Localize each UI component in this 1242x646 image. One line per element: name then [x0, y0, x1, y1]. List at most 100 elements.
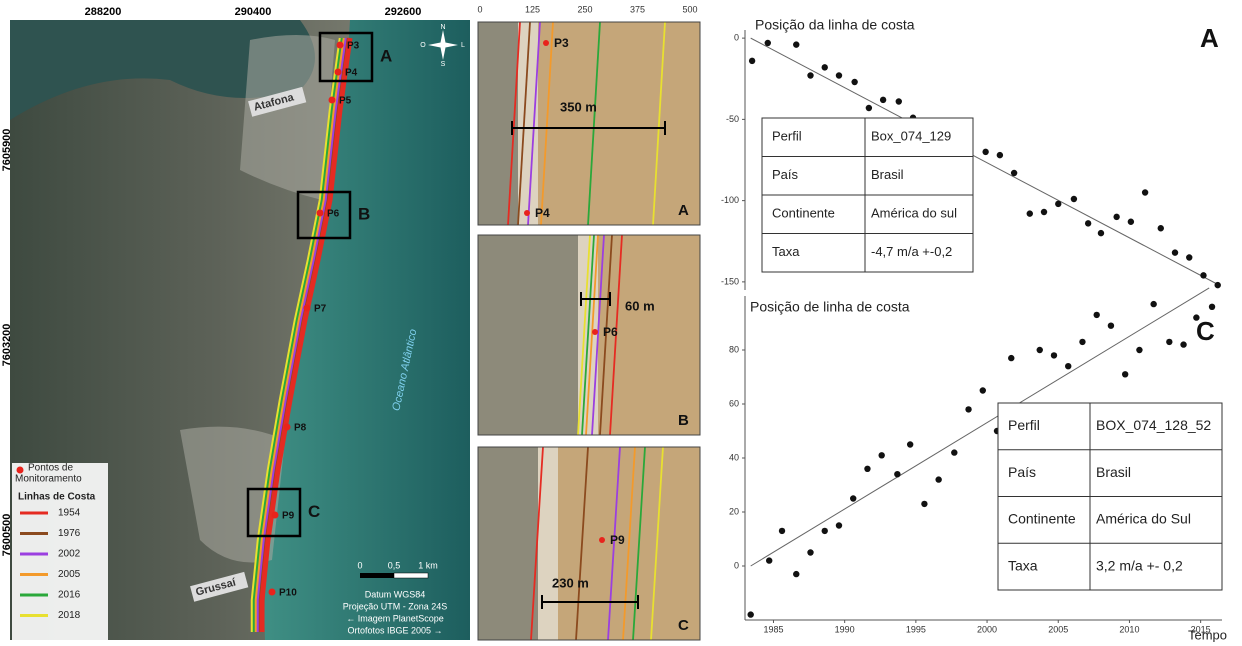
- scatter-point: [1027, 210, 1033, 216]
- compass-label: N: [440, 24, 445, 31]
- inset-letter: B: [678, 412, 689, 429]
- scatter-point: [747, 611, 753, 617]
- legend-text: Pontos de: [28, 463, 73, 474]
- table-cell: País: [1008, 464, 1036, 480]
- inset-tick: 250: [577, 4, 592, 14]
- y-tick-label: 0: [734, 33, 739, 43]
- scatter-point: [836, 72, 842, 78]
- inset-point: [524, 210, 530, 216]
- y-tick-label: 80: [729, 344, 739, 354]
- scatter-point: [807, 72, 813, 78]
- inset-tick: 500: [682, 4, 697, 14]
- credit: ← Imagem PlanetScope: [346, 613, 444, 623]
- legend-text: 2016: [58, 590, 81, 601]
- compass-label: L: [461, 42, 465, 49]
- inset-point-label: P6: [603, 325, 618, 339]
- scatter-point: [1079, 339, 1085, 345]
- monitoring-point: [337, 42, 344, 49]
- scatter-point: [878, 452, 884, 458]
- point-label: P3: [347, 41, 360, 52]
- credit: Ortofotos IBGE 2005 →: [347, 625, 442, 635]
- table-cell: Perfil: [772, 129, 802, 144]
- scatter-point: [907, 441, 913, 447]
- table-cell: -4,7 m/a +-0,2: [871, 244, 952, 259]
- x-coord: 292600: [385, 6, 422, 18]
- inset-tick: 0: [477, 4, 482, 14]
- monitoring-point: [329, 97, 336, 104]
- chart-title: Posição de linha de costa: [750, 299, 910, 315]
- x-coord: 288200: [85, 6, 122, 18]
- scatter-point: [980, 387, 986, 393]
- legend-text: 1976: [58, 528, 81, 539]
- y-tick-label: -100: [721, 195, 739, 205]
- scatter-point: [1166, 339, 1172, 345]
- x-axis-label: Tempo: [1188, 627, 1227, 642]
- table-cell: Perfil: [1008, 417, 1040, 433]
- scatter-point: [1093, 312, 1099, 318]
- scatter-point: [1065, 363, 1071, 369]
- scatter-point: [1008, 355, 1014, 361]
- scatter-point: [1172, 249, 1178, 255]
- x-tick-label: 1985: [763, 624, 783, 634]
- inset-distance: 230 m: [552, 575, 589, 590]
- scatter-point: [1011, 170, 1017, 176]
- table-cell: Taxa: [772, 244, 800, 259]
- scatter-point: [1098, 230, 1104, 236]
- inset-point: [543, 40, 549, 46]
- inset-distance: 350 m: [560, 99, 597, 114]
- scatter-point: [1180, 341, 1186, 347]
- y-tick-label: -50: [726, 114, 739, 124]
- scatter-point: [1215, 282, 1221, 288]
- scatter-point: [779, 528, 785, 534]
- y-tick-label: 60: [729, 398, 739, 408]
- y-tick-label: 20: [729, 506, 739, 516]
- legend-text: Monitoramento: [15, 474, 82, 485]
- scatter-point: [951, 449, 957, 455]
- table-cell: Continente: [1008, 511, 1076, 527]
- y-tick-label: -150: [721, 276, 739, 286]
- x-tick-label: 2005: [1048, 624, 1068, 634]
- legend-text: 1954: [58, 508, 81, 519]
- legend-text: 2005: [58, 569, 81, 580]
- x-tick-label: 2000: [977, 624, 997, 634]
- point-label: P8: [294, 423, 307, 434]
- scatter-point: [1113, 214, 1119, 220]
- monitoring-point: [317, 210, 324, 217]
- scatter-point: [1150, 301, 1156, 307]
- scatter-point: [965, 406, 971, 412]
- scatter-point: [921, 501, 927, 507]
- y-tick-label: 0: [734, 560, 739, 570]
- legend-text: 2018: [58, 610, 81, 621]
- scatter-point: [1071, 196, 1077, 202]
- table-cell: América do sul: [871, 206, 957, 221]
- scale-label: 1 km: [418, 560, 438, 570]
- inset-point-label: P4: [535, 206, 550, 220]
- table-cell: Brasil: [871, 167, 904, 182]
- y-coord: 7603200: [1, 324, 13, 367]
- scatter-point: [880, 97, 886, 103]
- credit: Datum WGS84: [365, 589, 426, 599]
- scatter-point: [1108, 323, 1114, 329]
- scatter-point: [766, 557, 772, 563]
- scatter-point: [866, 105, 872, 111]
- scatter-point: [1136, 347, 1142, 353]
- scatter-point: [1037, 347, 1043, 353]
- x-tick-label: 2010: [1119, 624, 1139, 634]
- scatter-point: [836, 522, 842, 528]
- credit: Projeção UTM - Zona 24S: [343, 601, 448, 611]
- scatter-point: [793, 571, 799, 577]
- inset-land: [478, 447, 538, 640]
- point-label: P4: [345, 68, 358, 79]
- monitoring-point: [284, 424, 291, 431]
- point-label: P6: [327, 209, 340, 220]
- table-cell: América do Sul: [1096, 511, 1191, 527]
- table-cell: BOX_074_128_52: [1096, 417, 1211, 433]
- scale-label: 0: [357, 560, 362, 570]
- scatter-point: [1085, 220, 1091, 226]
- scatter-point: [935, 476, 941, 482]
- x-coord: 290400: [235, 6, 272, 18]
- scatter-point: [749, 58, 755, 64]
- inset-tick: 375: [630, 4, 645, 14]
- scatter-point: [896, 98, 902, 104]
- inset-letter: A: [678, 202, 689, 219]
